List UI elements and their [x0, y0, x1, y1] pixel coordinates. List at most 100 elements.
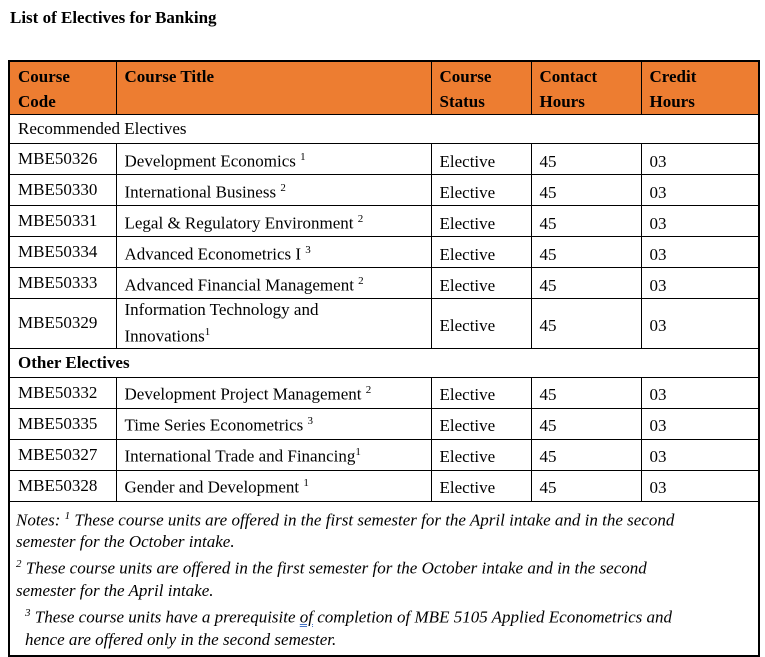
- course-title-cell: International Business 2: [115, 174, 432, 206]
- course-title-superscript: 2: [280, 181, 286, 194]
- course-title-text: International Trade and Financing: [124, 446, 356, 466]
- course-code-cell: MBE50335: [8, 407, 117, 440]
- course-status-cell: Elective: [430, 143, 532, 175]
- course-title-cell: Legal & Regulatory Environment 2: [115, 205, 432, 237]
- course-title-cell: Development Economics 1: [115, 143, 432, 175]
- credit-hours-cell: 03: [640, 438, 760, 471]
- course-status-cell: Elective: [430, 298, 532, 349]
- course-code-cell: MBE50327: [8, 438, 117, 471]
- course-status-cell: Elective: [430, 205, 532, 237]
- credit-hours-cell: 03: [640, 205, 760, 237]
- course-code-cell: MBE50328: [8, 469, 117, 502]
- page-title: List of Electives for Banking: [10, 8, 217, 27]
- course-status-cell: Elective: [430, 376, 532, 409]
- section-row: Other Electives: [8, 347, 760, 378]
- course-title-text: Advanced Econometrics I: [124, 244, 306, 264]
- course-row: MBE50328 Gender and Development 1 Elective…: [8, 469, 760, 502]
- course-title-cell: Information Technology and Innovations1: [115, 298, 432, 349]
- course-code-cell: MBE50331: [8, 205, 117, 237]
- credit-hours-cell: 03: [640, 407, 760, 440]
- contact-hours-cell: 45: [530, 205, 642, 237]
- electives-table: Course Code Course Title Course Status C…: [8, 60, 760, 657]
- note-text: These course units are offered in the fi…: [16, 510, 675, 552]
- note-superscript: 3: [25, 606, 31, 619]
- note-text: Notes:: [16, 510, 65, 530]
- course-title-superscript: 3: [305, 243, 311, 256]
- course-title-superscript: 1: [355, 446, 361, 459]
- course-code-cell: MBE50332: [8, 376, 117, 409]
- course-status-cell: Elective: [430, 469, 532, 502]
- table-body: Recommended Electives MBE50326 Development…: [8, 114, 760, 657]
- note-superscript: 2: [16, 558, 22, 571]
- course-title-cell: Development Project Management 2: [115, 376, 432, 409]
- contact-hours-cell: 45: [530, 298, 642, 349]
- header-row: Course Code Course Title Course Status C…: [8, 60, 760, 115]
- header-contact-hours: Contact Hours: [530, 60, 642, 115]
- course-row: MBE50326 Development Economics 1 Elective 4…: [8, 143, 760, 175]
- course-title-text: Development Project Management: [124, 384, 366, 404]
- course-status-cell: Elective: [430, 438, 532, 471]
- course-code-cell: MBE50334: [8, 236, 117, 268]
- section-label: Other Electives: [8, 347, 760, 378]
- course-code-cell: MBE50330: [8, 174, 117, 206]
- credit-hours-cell: 03: [640, 267, 760, 299]
- credit-hours-cell: 03: [640, 143, 760, 175]
- course-title-cell: International Trade and Financing1: [115, 438, 432, 471]
- credit-hours-cell: 03: [640, 298, 760, 349]
- header-course-status: Course Status: [430, 60, 532, 115]
- grammar-underline: of: [299, 607, 314, 627]
- course-title-text: Advanced Financial Management: [124, 275, 359, 295]
- course-title-cell: Advanced Financial Management 2: [115, 267, 432, 299]
- note-text: These course units have a prerequisite: [30, 607, 300, 627]
- course-row: MBE50332 Development Project Management 2…: [8, 376, 760, 409]
- course-title-text: Gender and Development: [124, 477, 304, 497]
- contact-hours-cell: 45: [530, 407, 642, 440]
- course-title-text: Time Series Econometrics: [124, 415, 308, 435]
- header-course-code: Course Code: [8, 60, 117, 115]
- course-row: MBE50331 Legal & Regulatory Environment 2…: [8, 205, 760, 237]
- course-title-superscript: 1: [204, 326, 211, 338]
- table-header: Course Code Course Title Course Status C…: [8, 60, 760, 115]
- notes-row: Notes: 1 These course units are offered …: [8, 500, 760, 657]
- contact-hours-cell: 45: [530, 267, 642, 299]
- note: 2 These course units are offered in the …: [16, 553, 752, 602]
- course-title-superscript: 2: [358, 274, 364, 287]
- course-row: MBE50330 International Business 2 Elective…: [8, 174, 760, 206]
- course-title-text: International Business: [124, 182, 281, 202]
- header-course-title: Course Title: [115, 60, 432, 115]
- notes-cell: Notes: 1 These course units are offered …: [8, 500, 760, 657]
- course-title-text: Information Technology and Innovations: [124, 300, 319, 346]
- note-text: These course units are offered in the fi…: [16, 558, 647, 600]
- header-credit-hours: Credit Hours: [640, 60, 760, 115]
- course-code-cell: MBE50333: [8, 267, 117, 299]
- note-superscript: 1: [64, 509, 71, 522]
- credit-hours-cell: 03: [640, 469, 760, 502]
- course-title-cell: Gender and Development 1: [115, 469, 432, 502]
- course-title-cell: Time Series Econometrics 3: [115, 407, 432, 440]
- contact-hours-cell: 45: [530, 469, 642, 502]
- course-row: MBE50329 Information Technology and Innov…: [8, 298, 760, 349]
- contact-hours-cell: 45: [530, 438, 642, 471]
- note: 3 These course units have a prerequisite…: [16, 602, 752, 651]
- course-status-cell: Elective: [430, 267, 532, 299]
- contact-hours-cell: 45: [530, 174, 642, 206]
- credit-hours-cell: 03: [640, 376, 760, 409]
- course-title-superscript: 1: [303, 477, 309, 490]
- course-title-superscript: 2: [365, 384, 372, 397]
- course-row: MBE50334 Advanced Econometrics I 3 Electiv…: [8, 236, 760, 268]
- course-row: MBE50327 International Trade and Financin…: [8, 438, 760, 471]
- contact-hours-cell: 45: [530, 236, 642, 268]
- credit-hours-cell: 03: [640, 236, 760, 268]
- contact-hours-cell: 45: [530, 143, 642, 175]
- course-title-superscript: 3: [307, 415, 314, 428]
- course-status-cell: Elective: [430, 407, 532, 440]
- course-title-superscript: 2: [357, 212, 364, 225]
- section-label: Recommended Electives: [8, 114, 760, 144]
- course-status-cell: Elective: [430, 174, 532, 206]
- note: Notes: 1 These course units are offered …: [16, 505, 752, 554]
- course-code-cell: MBE50329: [8, 298, 117, 349]
- credit-hours-cell: 03: [640, 174, 760, 206]
- contact-hours-cell: 45: [530, 376, 642, 409]
- course-title-superscript: 1: [300, 150, 306, 163]
